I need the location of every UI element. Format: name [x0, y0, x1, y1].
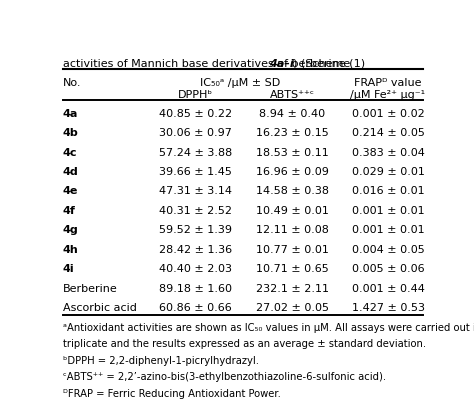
Text: 4b: 4b: [63, 128, 79, 138]
Text: ᵃAntioxidant activities are shown as IC₅₀ values in μM. All assays were carried : ᵃAntioxidant activities are shown as IC₅…: [63, 322, 474, 332]
Text: 4i: 4i: [63, 263, 74, 273]
Text: 0.214 ± 0.05: 0.214 ± 0.05: [352, 128, 424, 138]
Text: 0.004 ± 0.05: 0.004 ± 0.05: [352, 244, 424, 254]
Text: triplicate and the results expressed as an average ± standard deviation.: triplicate and the results expressed as …: [63, 338, 426, 348]
Text: 0.001 ± 0.02: 0.001 ± 0.02: [352, 108, 424, 119]
Text: 8.94 ± 0.40: 8.94 ± 0.40: [259, 108, 326, 119]
Text: 12.11 ± 0.08: 12.11 ± 0.08: [256, 225, 329, 235]
Text: activities of Mannich base derivatives of berberine (: activities of Mannich base derivatives o…: [63, 59, 354, 69]
Text: Ascorbic acid: Ascorbic acid: [63, 302, 137, 312]
Text: 4c: 4c: [63, 147, 77, 157]
Text: 4a: 4a: [63, 108, 78, 119]
Text: 4e: 4e: [63, 186, 78, 196]
Text: 40.85 ± 0.22: 40.85 ± 0.22: [159, 108, 232, 119]
Text: 40.31 ± 2.52: 40.31 ± 2.52: [159, 205, 232, 215]
Text: 0.383 ± 0.04: 0.383 ± 0.04: [352, 147, 424, 157]
Text: ᵇDPPH = 2,2-diphenyl-1-picrylhydrazyl.: ᵇDPPH = 2,2-diphenyl-1-picrylhydrazyl.: [63, 355, 259, 365]
Text: 28.42 ± 1.36: 28.42 ± 1.36: [159, 244, 232, 254]
Text: ᶜABTS⁺⁺ = 2,2’-azino-bis(3-ethylbenzothiazoline-6-sulfonic acid).: ᶜABTS⁺⁺ = 2,2’-azino-bis(3-ethylbenzothi…: [63, 371, 386, 381]
Text: 4h: 4h: [63, 244, 79, 254]
Text: 4a–i: 4a–i: [269, 59, 294, 69]
Text: /μM Fe²⁺ μg⁻¹: /μM Fe²⁺ μg⁻¹: [350, 90, 426, 100]
Text: 30.06 ± 0.97: 30.06 ± 0.97: [159, 128, 232, 138]
Text: 18.53 ± 0.11: 18.53 ± 0.11: [256, 147, 329, 157]
Text: 59.52 ± 1.39: 59.52 ± 1.39: [159, 225, 232, 235]
Text: 4d: 4d: [63, 166, 79, 177]
Text: 232.1 ± 2.11: 232.1 ± 2.11: [256, 283, 329, 293]
Text: 10.71 ± 0.65: 10.71 ± 0.65: [256, 263, 329, 273]
Text: 0.016 ± 0.01: 0.016 ± 0.01: [352, 186, 424, 196]
Text: 0.001 ± 0.01: 0.001 ± 0.01: [352, 205, 424, 215]
Text: IC₅₀ᵃ /μM ± SD: IC₅₀ᵃ /μM ± SD: [200, 78, 280, 88]
Text: ABTS⁺⁺ᶜ: ABTS⁺⁺ᶜ: [270, 90, 315, 100]
Text: No.: No.: [63, 78, 82, 88]
Text: 47.31 ± 3.14: 47.31 ± 3.14: [159, 186, 232, 196]
Text: 10.77 ± 0.01: 10.77 ± 0.01: [256, 244, 329, 254]
Text: 1.427 ± 0.53: 1.427 ± 0.53: [352, 302, 425, 312]
Text: 0.001 ± 0.44: 0.001 ± 0.44: [352, 283, 424, 293]
Text: 0.005 ± 0.06: 0.005 ± 0.06: [352, 263, 424, 273]
Text: 39.66 ± 1.45: 39.66 ± 1.45: [159, 166, 232, 177]
Text: ) (Scheme 1): ) (Scheme 1): [293, 59, 365, 69]
Text: 89.18 ± 1.60: 89.18 ± 1.60: [159, 283, 232, 293]
Text: 27.02 ± 0.05: 27.02 ± 0.05: [256, 302, 329, 312]
Text: 16.23 ± 0.15: 16.23 ± 0.15: [256, 128, 329, 138]
Text: 14.58 ± 0.38: 14.58 ± 0.38: [256, 186, 329, 196]
Text: 57.24 ± 3.88: 57.24 ± 3.88: [158, 147, 232, 157]
Text: 0.001 ± 0.01: 0.001 ± 0.01: [352, 225, 424, 235]
Text: DPPHᵇ: DPPHᵇ: [178, 90, 213, 100]
Text: 0.029 ± 0.01: 0.029 ± 0.01: [352, 166, 424, 177]
Text: FRAPᴰ value: FRAPᴰ value: [354, 78, 422, 88]
Text: 40.40 ± 2.03: 40.40 ± 2.03: [159, 263, 232, 273]
Text: 4f: 4f: [63, 205, 76, 215]
Text: 4g: 4g: [63, 225, 79, 235]
Text: 10.49 ± 0.01: 10.49 ± 0.01: [256, 205, 329, 215]
Text: 16.96 ± 0.09: 16.96 ± 0.09: [256, 166, 329, 177]
Text: ᴰFRAP = Ferric Reducing Antioxidant Power.: ᴰFRAP = Ferric Reducing Antioxidant Powe…: [63, 388, 281, 398]
Text: Berberine: Berberine: [63, 283, 118, 293]
Text: 60.86 ± 0.66: 60.86 ± 0.66: [159, 302, 231, 312]
